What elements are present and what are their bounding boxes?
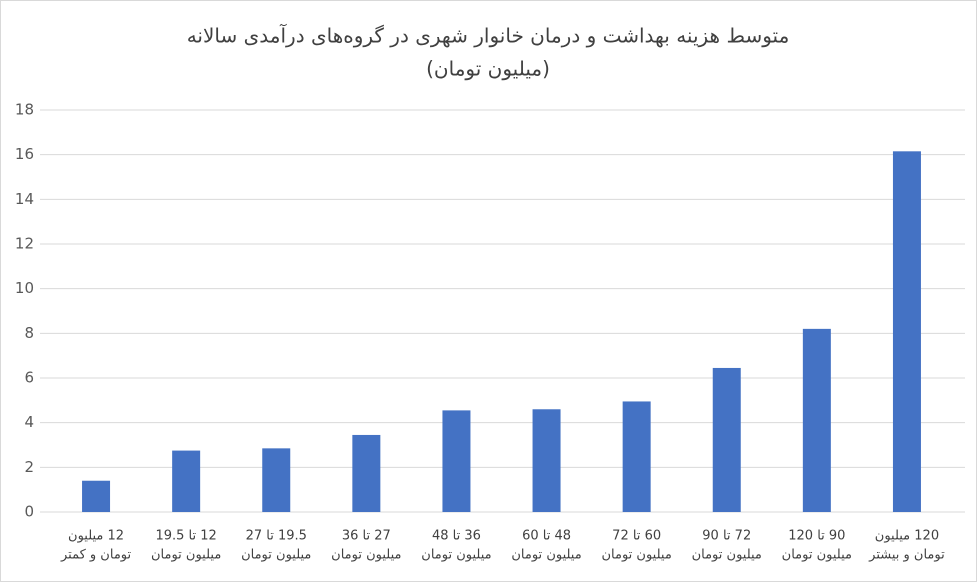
y-tick-label: 6	[24, 369, 34, 387]
bar	[892, 151, 921, 513]
y-tick-label: 10	[15, 279, 34, 297]
x-tick-label: 12 میلیون	[68, 529, 124, 544]
x-tick-label: 36 تا 48	[432, 529, 481, 544]
y-tick-label: 8	[24, 324, 34, 342]
x-tick-label: میلیون تومان	[601, 548, 671, 563]
x-tick-label: میلیون تومان	[151, 548, 221, 563]
x-tick-label: میلیون تومان	[241, 548, 311, 563]
bar	[802, 328, 831, 512]
bar	[82, 480, 111, 512]
y-tick-label: 18	[15, 101, 34, 119]
y-tick-label: 12	[15, 235, 34, 253]
x-tick-label: 19.5 تا 27	[246, 529, 307, 544]
x-tick-label: میلیون تومان	[421, 548, 491, 563]
x-tick-label: 120 میلیون	[875, 529, 939, 544]
x-tick-label: میلیون تومان	[782, 548, 852, 563]
x-tick-label: میلیون تومان	[331, 548, 401, 563]
x-tick-label: میلیون تومان	[511, 548, 581, 563]
x-tick-label: تومان و بیشتر	[868, 548, 945, 563]
bar	[532, 409, 561, 512]
bar	[172, 450, 201, 512]
x-tick-label: 27 تا 36	[342, 529, 391, 544]
y-tick-label: 2	[24, 458, 34, 476]
x-tick-label: 60 تا 72	[612, 529, 661, 544]
x-tick-label: میلیون تومان	[692, 548, 762, 563]
x-tick-label: تومان و کمتر	[60, 548, 132, 563]
bar	[262, 448, 291, 512]
x-tick-label: 12 تا 19.5	[155, 529, 216, 544]
y-tick-label: 16	[15, 145, 34, 163]
bar	[712, 367, 741, 512]
chart-title: متوسط هزینه بهداشت و درمان خانوار شهری د…	[187, 23, 790, 48]
y-tick-label: 4	[24, 413, 34, 431]
x-tick-label: 90 تا 120	[788, 529, 845, 544]
chart-subtitle: (میلیون تومان)	[426, 57, 550, 81]
bar	[442, 410, 471, 512]
x-tick-label: 48 تا 60	[522, 529, 571, 544]
bar	[352, 434, 381, 512]
y-tick-label: 14	[15, 190, 34, 208]
x-tick-label: 72 تا 90	[702, 529, 751, 544]
y-tick-label: 0	[24, 503, 34, 521]
bar	[622, 401, 651, 512]
